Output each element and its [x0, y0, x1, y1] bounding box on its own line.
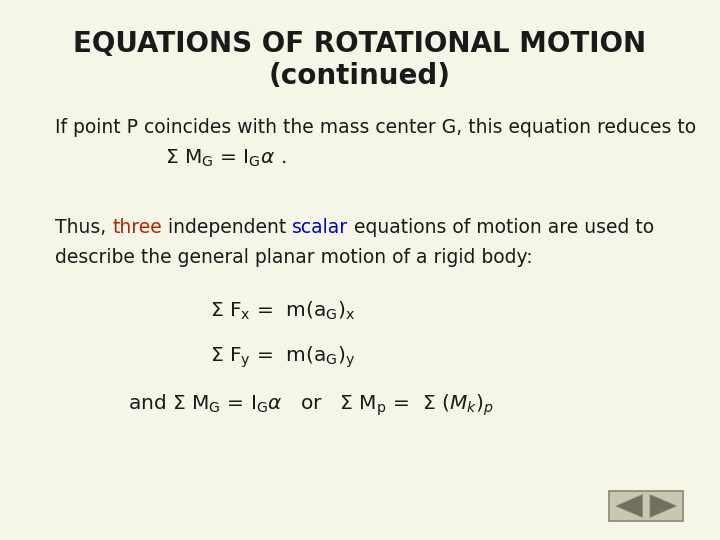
Text: EQUATIONS OF ROTATIONAL MOTION: EQUATIONS OF ROTATIONAL MOTION	[73, 30, 647, 58]
Text: three: three	[112, 218, 162, 237]
Text: $\Sigma$ M$_\mathregular{G}$ = I$_\mathregular{G}$$\alpha$ .: $\Sigma$ M$_\mathregular{G}$ = I$_\mathr…	[165, 148, 287, 170]
Text: If point P coincides with the mass center G, this equation reduces to: If point P coincides with the mass cente…	[55, 118, 696, 137]
Text: $\Sigma$ F$_\mathregular{y}$ =  m(a$_\mathregular{G}$)$_\mathregular{y}$: $\Sigma$ F$_\mathregular{y}$ = m(a$_\mat…	[210, 345, 355, 370]
Text: and $\Sigma$ M$_\mathregular{G}$ = I$_\mathregular{G}$$\alpha$   or   $\Sigma$ M: and $\Sigma$ M$_\mathregular{G}$ = I$_\m…	[128, 392, 493, 417]
Text: describe the general planar motion of a rigid body:: describe the general planar motion of a …	[55, 248, 533, 267]
Text: Thus,: Thus,	[55, 218, 112, 237]
Text: scalar: scalar	[292, 218, 348, 237]
Text: (continued): (continued)	[269, 62, 451, 90]
Text: equations of motion are used to: equations of motion are used to	[348, 218, 654, 237]
Text: $\Sigma$ F$_\mathregular{x}$ =  m(a$_\mathregular{G}$)$_\mathregular{x}$: $\Sigma$ F$_\mathregular{x}$ = m(a$_\mat…	[210, 300, 355, 322]
Polygon shape	[650, 495, 677, 517]
Polygon shape	[616, 495, 642, 517]
Text: independent: independent	[162, 218, 292, 237]
FancyBboxPatch shape	[609, 490, 683, 522]
